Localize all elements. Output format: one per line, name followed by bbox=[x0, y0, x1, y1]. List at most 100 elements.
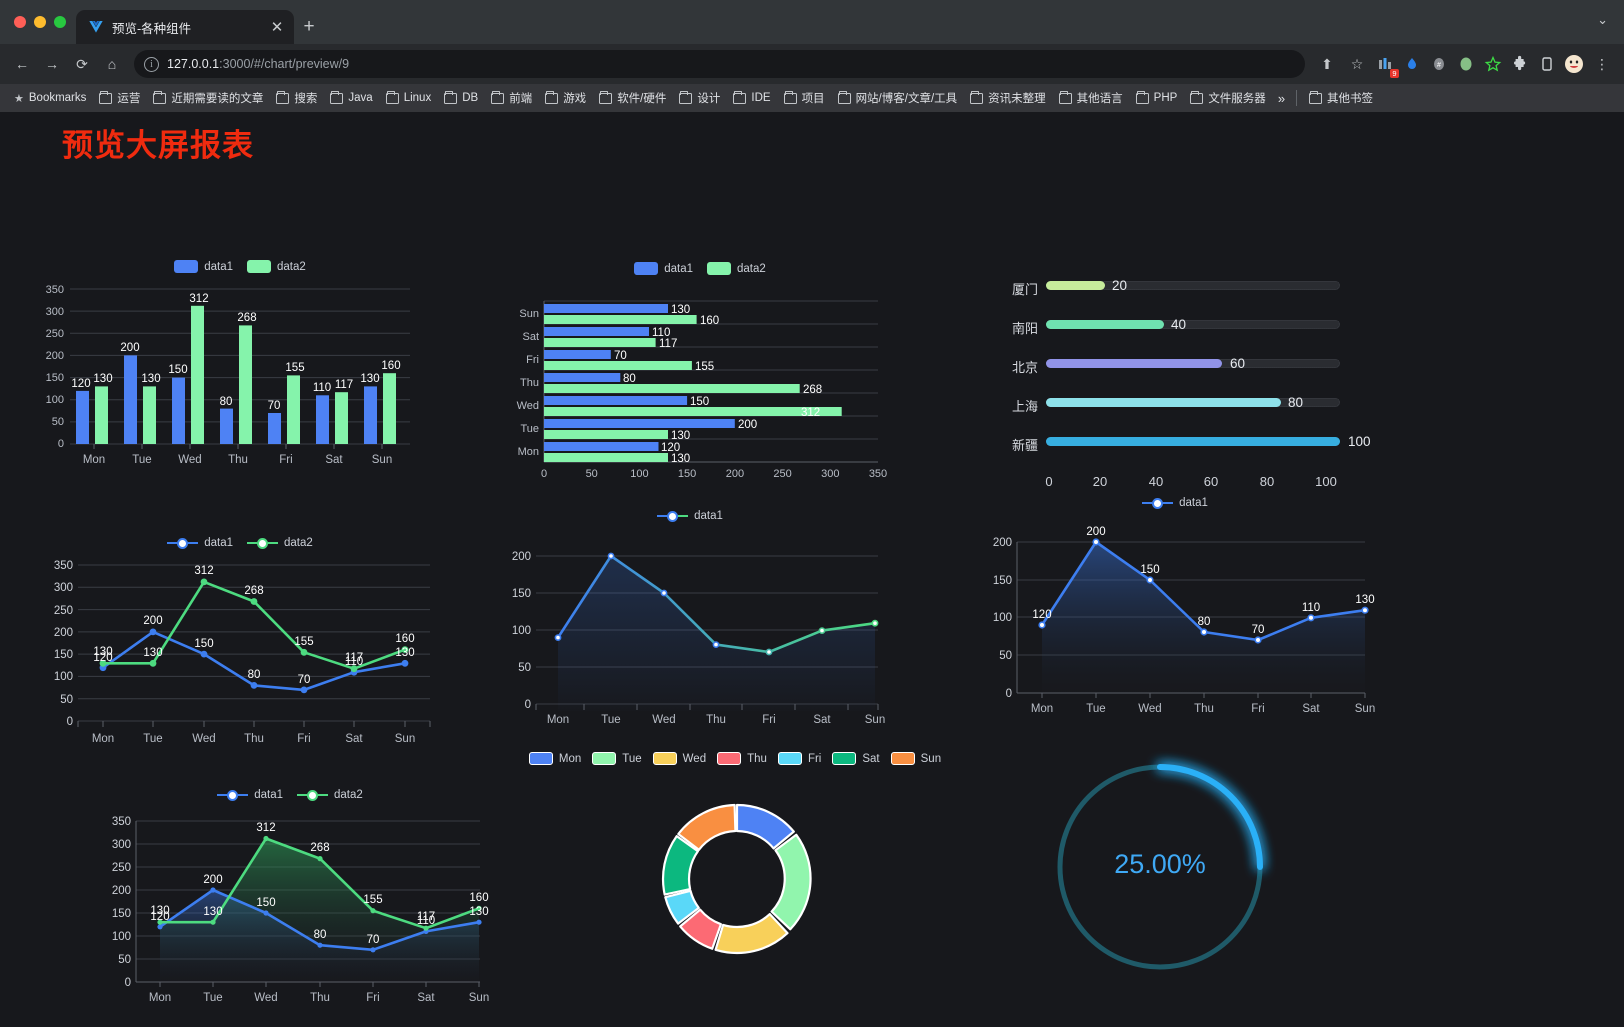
bookmark-folder-yunying[interactable]: 运营 bbox=[93, 88, 146, 108]
profile-avatar[interactable] bbox=[1562, 52, 1586, 76]
svg-text:Mon: Mon bbox=[1031, 703, 1053, 715]
legend-item-data2[interactable]: data2 bbox=[297, 789, 363, 801]
bookmark-folder-articles[interactable]: 近期需要读的文章 bbox=[147, 88, 269, 108]
home-button[interactable]: ⌂ bbox=[107, 56, 117, 72]
reload-button[interactable]: ⟳ bbox=[76, 55, 88, 72]
svg-text:Wed: Wed bbox=[192, 733, 215, 745]
back-button[interactable]: ← bbox=[15, 56, 29, 72]
browser-menu-button[interactable]: ⋮ bbox=[1595, 55, 1609, 72]
svg-text:60: 60 bbox=[1204, 474, 1218, 489]
bookmark-folder-java[interactable]: Java bbox=[324, 90, 378, 106]
bookmark-folder-ide[interactable]: IDE bbox=[727, 90, 776, 106]
legend-swatch-icon bbox=[832, 752, 857, 765]
bookmark-folder-projects[interactable]: 项目 bbox=[778, 88, 831, 108]
browser-tab[interactable]: 预览-各种组件 ✕ bbox=[76, 10, 294, 44]
extension-bars-icon[interactable]: 9 bbox=[1373, 52, 1399, 78]
progress-label-xinjiang: 新疆 bbox=[1011, 438, 1038, 453]
donut-slice-thu[interactable] bbox=[679, 908, 722, 950]
minimize-window-button[interactable] bbox=[34, 16, 46, 28]
site-info-icon[interactable]: i bbox=[144, 56, 159, 72]
extension-puzzle-icon[interactable] bbox=[1508, 52, 1532, 76]
bookmark-folder-frontend[interactable]: 前端 bbox=[485, 88, 538, 108]
chevron-down-icon[interactable]: ⌄ bbox=[1597, 12, 1608, 27]
donut-slice-fri[interactable] bbox=[664, 889, 700, 925]
svg-text:Thu: Thu bbox=[520, 377, 539, 389]
legend-item-data1[interactable]: data1 bbox=[167, 537, 233, 549]
legend-item-data1[interactable]: data1 bbox=[1142, 497, 1208, 509]
chart-legend: data1 bbox=[490, 510, 890, 522]
legend-item-data1[interactable]: data1 bbox=[657, 510, 723, 522]
area-chart-stacked: data1 data2 bbox=[90, 789, 490, 1004]
svg-text:350: 350 bbox=[112, 816, 131, 828]
extension-hash-icon[interactable]: # bbox=[1427, 52, 1451, 76]
bookmark-folder-db[interactable]: DB bbox=[438, 90, 484, 106]
donut-slice-tue[interactable] bbox=[770, 833, 812, 931]
donut-slice-sun[interactable] bbox=[677, 803, 737, 851]
bookmark-folder-websites[interactable]: 网站/博客/文章/工具 bbox=[832, 88, 964, 108]
extension-tab-icon[interactable] bbox=[1535, 52, 1559, 76]
other-bookmarks-folder[interactable]: 其他书签 bbox=[1303, 88, 1379, 108]
svg-text:200: 200 bbox=[112, 885, 131, 897]
bookmark-folder-fileserver[interactable]: 文件服务器 bbox=[1184, 88, 1272, 108]
svg-text:117: 117 bbox=[345, 652, 363, 664]
legend-item-sun[interactable]: Sun bbox=[890, 752, 941, 765]
bookmark-folder-games[interactable]: 游戏 bbox=[539, 88, 592, 108]
bookmark-star-icon[interactable]: ☆ bbox=[1350, 55, 1364, 72]
legend-item-mon[interactable]: Mon bbox=[528, 752, 581, 765]
svg-text:50: 50 bbox=[999, 650, 1012, 662]
donut-slice-wed[interactable] bbox=[714, 913, 789, 955]
svg-text:110: 110 bbox=[1302, 602, 1320, 614]
new-tab-button[interactable]: + bbox=[303, 16, 315, 37]
legend-item-data2[interactable]: data2 bbox=[247, 260, 306, 273]
extension-circle-icon[interactable] bbox=[1454, 52, 1478, 76]
bookmark-folder-php[interactable]: PHP bbox=[1130, 90, 1184, 106]
legend-item-data1[interactable]: data1 bbox=[174, 260, 233, 273]
donut-slice-sat[interactable] bbox=[661, 835, 699, 896]
bookmark-label: 其他语言 bbox=[1076, 93, 1123, 105]
legend-item-data1[interactable]: data1 bbox=[634, 262, 693, 275]
svg-text:110: 110 bbox=[417, 915, 435, 927]
svg-text:Sat: Sat bbox=[325, 454, 343, 466]
legend-item-thu[interactable]: Thu bbox=[717, 752, 767, 765]
forward-button[interactable]: → bbox=[45, 56, 59, 72]
folder-icon bbox=[1309, 90, 1323, 104]
bookmark-folder-search[interactable]: 搜索 bbox=[270, 88, 323, 108]
bookmark-folder-linux[interactable]: Linux bbox=[380, 90, 438, 106]
svg-text:155: 155 bbox=[695, 361, 714, 373]
legend-item-data2[interactable]: data2 bbox=[707, 262, 766, 275]
address-bar[interactable]: i 127.0.0.1:3000/#/chart/preview/9 bbox=[134, 50, 1305, 78]
svg-text:80: 80 bbox=[248, 669, 261, 681]
bookmark-folder-software[interactable]: 软件/硬件 bbox=[593, 88, 672, 108]
bookmark-label: 搜索 bbox=[294, 93, 318, 105]
share-button[interactable]: ⬆ bbox=[1321, 55, 1333, 72]
legend-item-sat[interactable]: Sat bbox=[832, 752, 880, 765]
svg-text:312: 312 bbox=[801, 407, 820, 419]
svg-text:200: 200 bbox=[203, 874, 222, 886]
bookmark-item-bookmarks[interactable]: ★ Bookmarks bbox=[8, 90, 92, 107]
vue-logo-icon bbox=[88, 19, 104, 35]
svg-text:50: 50 bbox=[518, 662, 531, 674]
bookmark-folder-other-languages[interactable]: 其他语言 bbox=[1053, 88, 1129, 108]
legend-item-data2[interactable]: data2 bbox=[247, 537, 313, 549]
legend-item-fri[interactable]: Fri bbox=[777, 752, 821, 765]
extension-drop-icon[interactable] bbox=[1400, 52, 1424, 76]
extension-star-green-icon[interactable] bbox=[1481, 52, 1505, 76]
legend-label: data1 bbox=[204, 260, 233, 273]
legend-item-wed[interactable]: Wed bbox=[652, 752, 706, 765]
svg-text:100: 100 bbox=[993, 612, 1012, 624]
svg-text:130: 130 bbox=[671, 430, 690, 442]
close-tab-button[interactable]: ✕ bbox=[270, 18, 284, 36]
donut-slice-mon[interactable] bbox=[735, 803, 795, 850]
legend-item-data1[interactable]: data1 bbox=[217, 789, 283, 801]
svg-text:#: # bbox=[1437, 62, 1441, 69]
bookmarks-overflow-button[interactable]: » bbox=[1277, 90, 1286, 106]
legend-item-tue[interactable]: Tue bbox=[592, 752, 642, 765]
bookmarks-bar: ★ Bookmarks 运营 近期需要读的文章 搜索 Java Linux DB… bbox=[0, 84, 1624, 112]
bookmark-folder-news[interactable]: 资讯未整理 bbox=[964, 88, 1052, 108]
svg-text:40: 40 bbox=[1149, 474, 1163, 489]
bookmark-folder-design[interactable]: 设计 bbox=[673, 88, 726, 108]
legend-label: Thu bbox=[747, 752, 767, 765]
maximize-window-button[interactable] bbox=[54, 16, 66, 28]
close-window-button[interactable] bbox=[14, 16, 26, 28]
chart-legend: data1 data2 bbox=[90, 789, 490, 801]
